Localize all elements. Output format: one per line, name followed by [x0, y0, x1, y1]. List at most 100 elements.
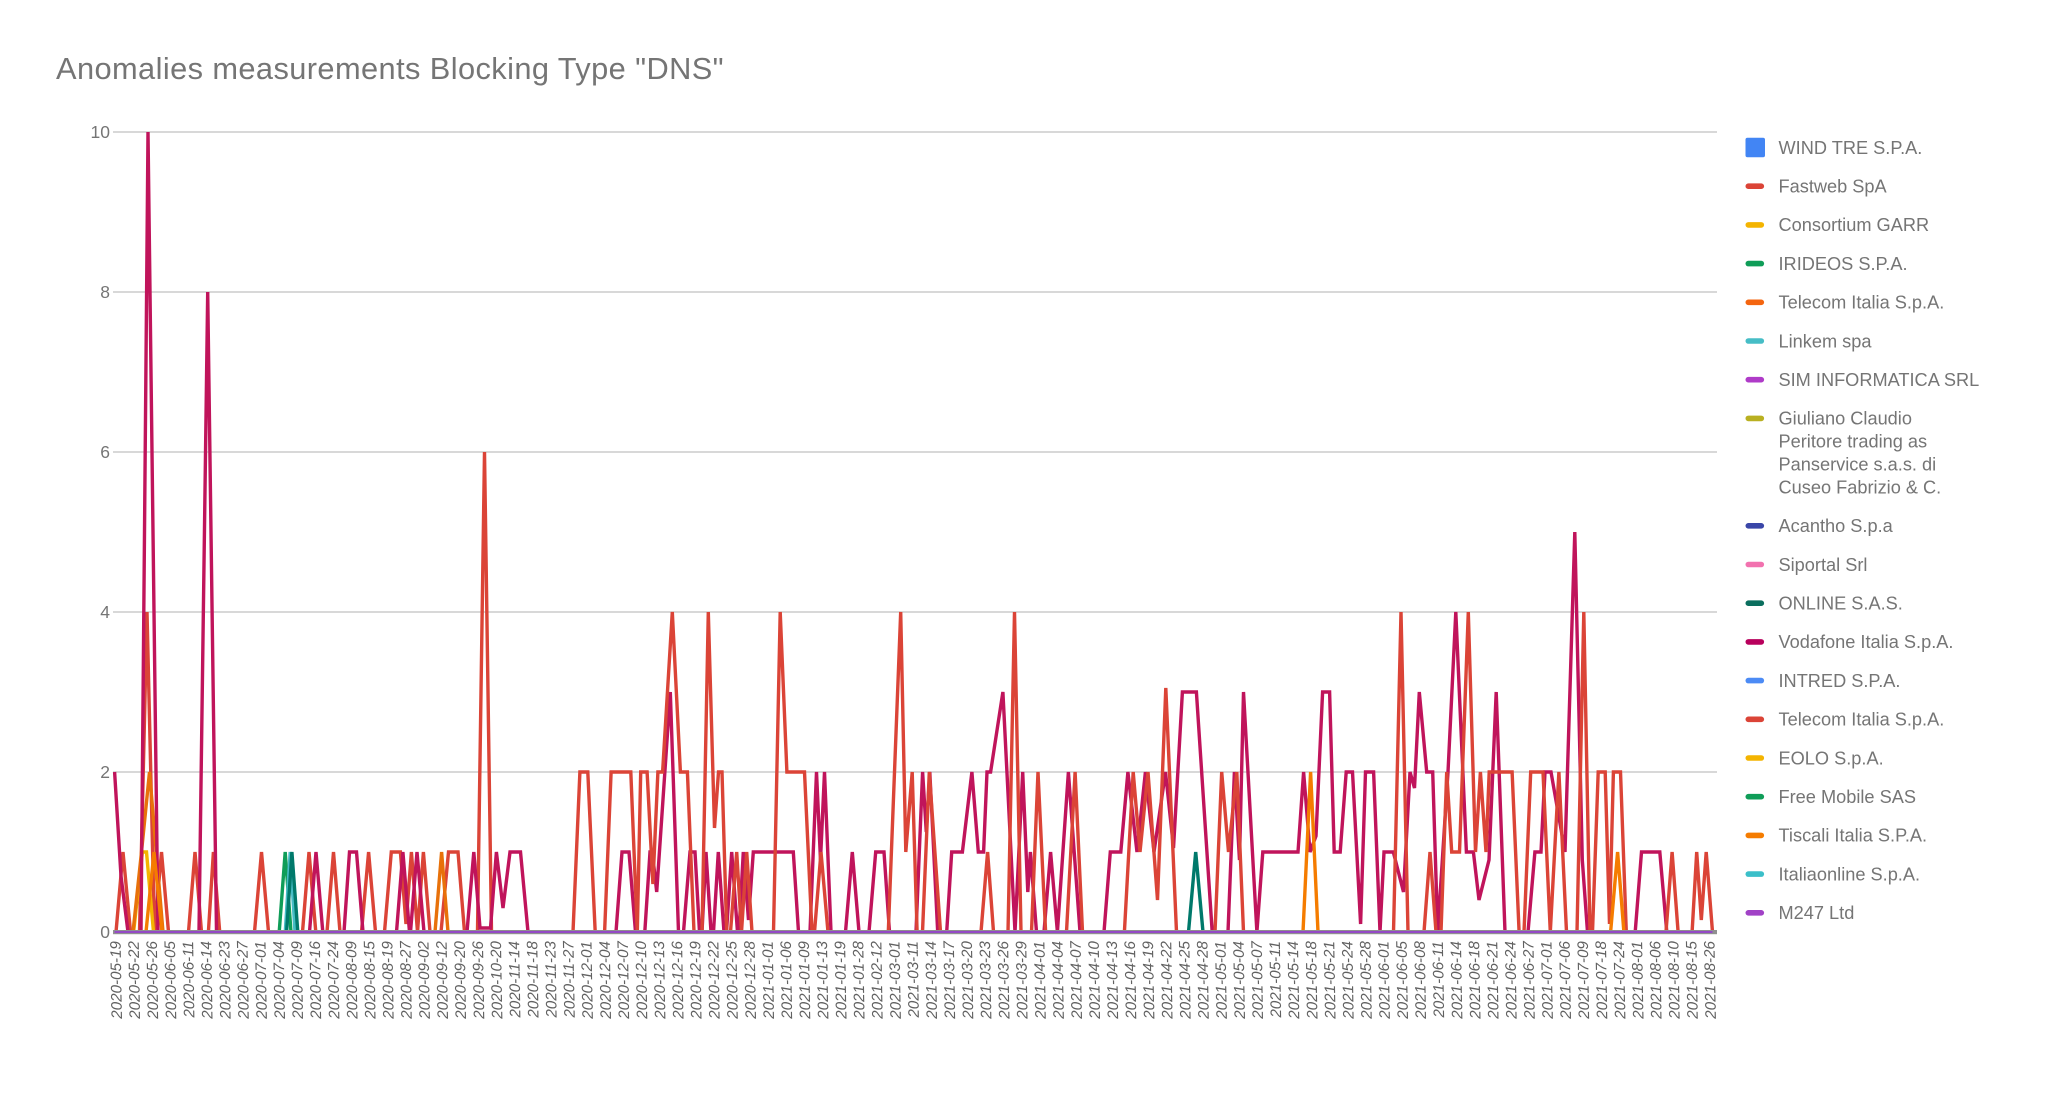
svg-text:2021-05-28: 2021-05-28: [1357, 940, 1375, 1020]
svg-text:2021-01-28: 2021-01-28: [850, 940, 868, 1020]
svg-text:2020-12-25: 2020-12-25: [723, 940, 741, 1020]
svg-text:2021-03-01: 2021-03-01: [887, 941, 905, 1020]
svg-text:2021-04-16: 2021-04-16: [1122, 940, 1140, 1020]
svg-text:EOLO S.p.A.: EOLO S.p.A.: [1779, 748, 1884, 768]
svg-text:2021-04-22: 2021-04-22: [1158, 940, 1176, 1020]
svg-text:2021-05-07: 2021-05-07: [1249, 940, 1267, 1020]
svg-text:2020-06-14: 2020-06-14: [198, 941, 216, 1020]
svg-text:2021-03-17: 2021-03-17: [941, 940, 959, 1020]
svg-text:2021-04-10: 2021-04-10: [1086, 940, 1104, 1020]
svg-text:Italiaonline S.p.A.: Italiaonline S.p.A.: [1779, 864, 1921, 884]
svg-text:0: 0: [100, 922, 110, 942]
svg-text:Tiscali Italia S.P.A.: Tiscali Italia S.P.A.: [1779, 826, 1928, 846]
svg-text:2021-06-11: 2021-06-11: [1430, 941, 1448, 1019]
svg-text:2020-08-19: 2020-08-19: [379, 940, 397, 1020]
svg-text:2021-07-18: 2021-07-18: [1593, 940, 1611, 1020]
svg-text:Panservice s.a.s. di: Panservice s.a.s. di: [1779, 455, 1937, 475]
svg-text:2020-12-16: 2020-12-16: [669, 940, 687, 1020]
svg-text:INTRED S.P.A.: INTRED S.P.A.: [1779, 671, 1901, 691]
svg-text:2021-03-11: 2021-03-11: [905, 941, 923, 1019]
svg-text:2020-11-23: 2020-11-23: [542, 940, 560, 1018]
svg-text:2020-11-27: 2020-11-27: [560, 940, 578, 1018]
svg-text:Giuliano Claudio: Giuliano Claudio: [1779, 409, 1912, 429]
svg-text:8: 8: [100, 282, 110, 302]
svg-text:SIM INFORMATICA SRL: SIM INFORMATICA SRL: [1779, 370, 1980, 390]
svg-text:2021-01-13: 2021-01-13: [814, 940, 832, 1020]
svg-text:2021-08-15: 2021-08-15: [1683, 940, 1701, 1020]
svg-text:2020-06-23: 2020-06-23: [216, 940, 234, 1020]
svg-text:2020-08-09: 2020-08-09: [343, 940, 361, 1020]
svg-text:2021-02-12: 2021-02-12: [868, 940, 886, 1020]
svg-text:10: 10: [91, 122, 111, 142]
svg-text:2021-04-07: 2021-04-07: [1068, 940, 1086, 1020]
svg-text:2020-08-15: 2020-08-15: [361, 940, 379, 1020]
svg-text:2021-05-24: 2021-05-24: [1339, 941, 1357, 1020]
svg-text:Cuseo Fabrizio & C.: Cuseo Fabrizio & C.: [1779, 477, 1942, 497]
svg-text:2021-04-28: 2021-04-28: [1194, 940, 1212, 1020]
svg-text:4: 4: [100, 602, 110, 622]
svg-text:2021-06-21: 2021-06-21: [1484, 941, 1502, 1020]
svg-text:2021-06-14: 2021-06-14: [1448, 941, 1466, 1020]
svg-text:2020-09-20: 2020-09-20: [452, 940, 470, 1020]
svg-text:2021-03-26: 2021-03-26: [995, 940, 1013, 1020]
svg-text:2020-12-19: 2020-12-19: [687, 940, 705, 1020]
svg-text:Linkem spa: Linkem spa: [1779, 331, 1873, 351]
svg-text:2020-12-13: 2020-12-13: [651, 940, 669, 1020]
svg-text:2021-05-04: 2021-05-04: [1231, 941, 1249, 1020]
svg-text:2021-08-06: 2021-08-06: [1647, 940, 1665, 1020]
svg-text:2021-01-06: 2021-01-06: [778, 940, 796, 1020]
svg-text:2020-07-01: 2020-07-01: [253, 941, 271, 1020]
svg-text:2020-11-18: 2020-11-18: [524, 940, 542, 1018]
svg-text:2020-05-26: 2020-05-26: [144, 940, 162, 1020]
svg-text:2020-06-27: 2020-06-27: [234, 940, 252, 1020]
svg-text:2021-07-01: 2021-07-01: [1539, 941, 1557, 1020]
svg-text:2021-06-01: 2021-06-01: [1376, 941, 1394, 1020]
svg-text:2021-04-04: 2021-04-04: [1050, 941, 1068, 1020]
svg-text:2021-07-09: 2021-07-09: [1575, 940, 1593, 1020]
svg-text:M247 Ltd: M247 Ltd: [1779, 903, 1855, 923]
svg-text:2020-12-01: 2020-12-01: [579, 941, 597, 1020]
svg-text:2021-05-11: 2021-05-11: [1267, 941, 1285, 1019]
svg-text:2021-06-05: 2021-06-05: [1394, 940, 1412, 1020]
svg-text:2020-06-11: 2020-06-11: [180, 941, 198, 1019]
svg-text:2020-09-12: 2020-09-12: [434, 940, 452, 1020]
svg-text:IRIDEOS S.P.A.: IRIDEOS S.P.A.: [1779, 254, 1908, 274]
svg-text:2020-07-09: 2020-07-09: [289, 940, 307, 1020]
svg-text:2020-07-16: 2020-07-16: [307, 940, 325, 1020]
svg-text:2021-05-18: 2021-05-18: [1303, 940, 1321, 1020]
svg-text:2020-06-05: 2020-06-05: [162, 940, 180, 1020]
svg-text:ONLINE S.A.S.: ONLINE S.A.S.: [1779, 594, 1903, 614]
svg-text:2021-03-23: 2021-03-23: [977, 940, 995, 1020]
svg-text:2020-05-22: 2020-05-22: [126, 940, 144, 1020]
svg-text:2020-09-02: 2020-09-02: [415, 940, 433, 1020]
svg-text:2020-11-14: 2020-11-14: [506, 941, 524, 1019]
svg-text:Vodafone Italia S.p.A.: Vodafone Italia S.p.A.: [1779, 632, 1954, 652]
svg-text:2021-05-14: 2021-05-14: [1285, 941, 1303, 1020]
svg-text:2021-04-19: 2021-04-19: [1140, 940, 1158, 1020]
svg-text:2021-06-18: 2021-06-18: [1466, 940, 1484, 1020]
svg-text:2: 2: [100, 762, 110, 782]
svg-text:2021-04-01: 2021-04-01: [1031, 941, 1049, 1020]
svg-text:Consortium GARR: Consortium GARR: [1779, 215, 1930, 235]
svg-text:Acantho S.p.a: Acantho S.p.a: [1779, 516, 1894, 536]
svg-text:2020-10-20: 2020-10-20: [488, 940, 506, 1020]
svg-text:2020-12-10: 2020-12-10: [633, 940, 651, 1020]
svg-text:2021-08-26: 2021-08-26: [1701, 940, 1719, 1020]
svg-text:2021-06-08: 2021-06-08: [1412, 940, 1430, 1020]
svg-text:2020-07-24: 2020-07-24: [325, 941, 343, 1020]
svg-text:Telecom Italia S.p.A.: Telecom Italia S.p.A.: [1779, 710, 1945, 730]
svg-text:Siportal Srl: Siportal Srl: [1779, 555, 1868, 575]
svg-text:2021-07-24: 2021-07-24: [1611, 941, 1629, 1020]
svg-text:2021-06-27: 2021-06-27: [1520, 940, 1538, 1020]
svg-text:2021-03-20: 2021-03-20: [959, 940, 977, 1020]
svg-text:2020-12-04: 2020-12-04: [597, 941, 615, 1020]
svg-text:2021-07-06: 2021-07-06: [1557, 940, 1575, 1020]
svg-text:2021-01-01: 2021-01-01: [760, 941, 778, 1020]
svg-text:2021-05-21: 2021-05-21: [1321, 941, 1339, 1020]
svg-text:Fastweb SpA: Fastweb SpA: [1779, 177, 1888, 197]
svg-text:2020-12-28: 2020-12-28: [742, 940, 760, 1020]
svg-text:2021-05-01: 2021-05-01: [1213, 941, 1231, 1020]
svg-text:Peritore trading as: Peritore trading as: [1779, 432, 1928, 452]
svg-text:2020-05-19: 2020-05-19: [108, 940, 126, 1020]
svg-text:WIND TRE S.P.A.: WIND TRE S.P.A.: [1779, 138, 1923, 158]
